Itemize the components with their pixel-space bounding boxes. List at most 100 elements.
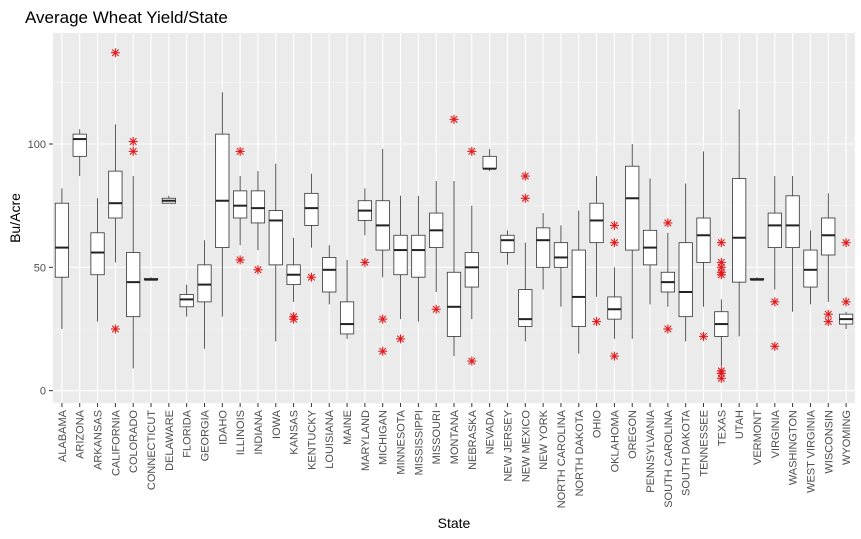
iqr-box (446, 271, 462, 337)
x-tick-label: ILLINOIS (235, 410, 247, 455)
x-tick-label: PENNSYLVANIA (645, 409, 657, 492)
box-wisconsin (821, 193, 836, 327)
box-texas (714, 238, 729, 383)
iqr-box (500, 234, 515, 253)
outlier-stroke (379, 315, 387, 323)
x-tick-label: MICHIGAN (378, 410, 390, 465)
iqr-box (678, 242, 693, 318)
x-tick-label: COLORADO (128, 410, 140, 473)
x-tick-label: IOWA (271, 409, 283, 439)
box-kansas (286, 237, 301, 324)
iqr-box (72, 133, 87, 157)
y-axis-title: Bu/Acre (7, 193, 23, 243)
outlier-point (663, 218, 673, 228)
box-maine (339, 259, 355, 339)
x-tick-label: TEXAS (716, 410, 728, 446)
x-tick-label: CONNECTICUT (146, 410, 158, 490)
outlier-stroke (771, 298, 779, 306)
outlier-stroke (468, 357, 476, 365)
y-tick-label: 100 (28, 139, 46, 151)
x-tick-label: SOUTH CAROLINA (663, 409, 675, 507)
outlier-point (609, 220, 619, 230)
iqr-box (732, 178, 747, 283)
iqr-box (571, 249, 586, 327)
box-ohio (589, 176, 604, 327)
box-new-mexico (518, 171, 533, 342)
box-indiana (250, 171, 266, 275)
iqr-box (197, 264, 212, 303)
outlier-stroke (717, 239, 725, 247)
box-south-carolina (660, 218, 675, 334)
box-montana (446, 114, 462, 357)
x-tick-label: WEST VIRGINIA (805, 409, 817, 493)
outlier-point (592, 317, 602, 327)
x-tick-label: MARYLAND (360, 410, 372, 471)
iqr-box (179, 294, 194, 308)
outlier-stroke (129, 147, 137, 156)
outlier-point (431, 304, 441, 314)
box-pennsylvania (642, 178, 658, 305)
boxes-layer (54, 48, 854, 383)
x-tick-label: ARIZONA (75, 409, 87, 459)
x-axis-title: State (438, 515, 471, 531)
x-tick-label: UTAH (734, 410, 746, 439)
box-north-dakota (571, 210, 586, 354)
iqr-box (553, 242, 569, 268)
box-new-jersey (500, 230, 515, 265)
x-tick-label: DELAWARE (164, 410, 176, 471)
iqr-box (322, 257, 337, 293)
iqr-box (518, 289, 533, 327)
outlier-point (306, 272, 316, 282)
x-tick-label: INDIANA (253, 409, 265, 454)
iqr-box (90, 232, 105, 276)
outlier-point (716, 238, 726, 248)
x-tick-label: KENTUCKY (306, 409, 318, 470)
box-idaho (215, 92, 230, 317)
outlier-point (716, 373, 726, 383)
iqr-box (126, 252, 141, 318)
box-florida (179, 284, 194, 317)
outlier-stroke (610, 352, 619, 360)
outlier-point (609, 351, 619, 361)
outlier-stroke (842, 298, 850, 306)
outlier-point (396, 334, 406, 344)
box-wyoming (839, 238, 854, 329)
x-tick-label: VERMONT (752, 410, 764, 465)
x-tick-label: LOUISIANA (324, 409, 336, 468)
outlier-stroke (289, 315, 298, 323)
outlier-stroke (379, 347, 387, 355)
iqr-box (233, 190, 248, 219)
x-tick-label: ALABAMA (57, 409, 69, 462)
x-tick-label: NORTH CAROLINA (556, 409, 568, 508)
outlier-stroke (307, 273, 316, 281)
outlier-point (378, 346, 388, 356)
box-west-virginia (803, 230, 818, 305)
outlier-stroke (717, 374, 725, 382)
chart-title: Average Wheat Yield/State (25, 8, 228, 27)
x-tick-label: MONTANA (449, 409, 461, 464)
outlier-stroke (129, 137, 137, 146)
outlier-stroke (610, 221, 619, 230)
outlier-stroke (450, 115, 458, 123)
x-tick-label: MINNESOTA (396, 409, 408, 474)
box-maryland (357, 188, 372, 267)
outlier-stroke (771, 342, 779, 350)
x-tick-label: OREGON (627, 410, 639, 459)
outlier-point (663, 324, 673, 334)
outlier-stroke (664, 219, 672, 227)
outlier-point (467, 356, 477, 366)
x-axis: ALABAMA ARIZONA ARKANSAS CALIFORNIA COLORADO… (57, 403, 853, 508)
outlier-point (360, 257, 370, 267)
iqr-box (393, 234, 408, 276)
box-utah (732, 109, 747, 337)
outlier-stroke (468, 147, 476, 156)
outlier-point (609, 238, 619, 248)
box-michigan (375, 148, 390, 356)
box-washington (785, 176, 800, 312)
box-kentucky (304, 173, 319, 282)
box-connecticut (143, 277, 159, 281)
x-tick-label: WASHINGTON (788, 410, 800, 485)
x-tick-label: OHIO (592, 410, 604, 439)
box-alabama (54, 188, 69, 329)
iqr-box (215, 133, 230, 248)
